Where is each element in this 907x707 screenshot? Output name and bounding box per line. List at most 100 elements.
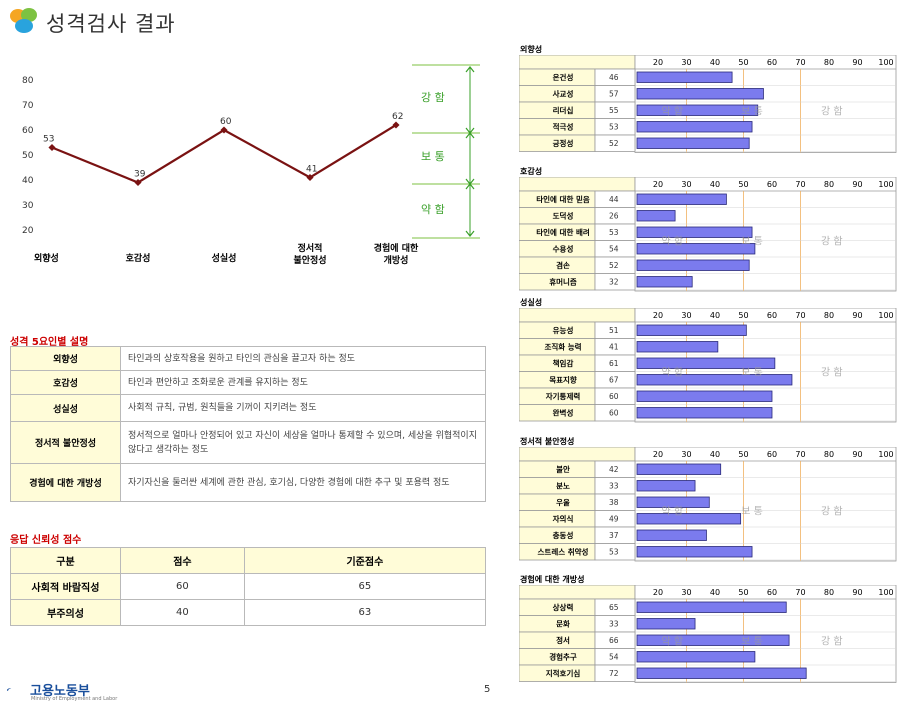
zone-arrowhead [465,66,475,73]
subscale-value: 53 [609,228,619,237]
subscale-value: 38 [609,498,619,507]
subscale-value: 54 [609,653,619,662]
subscale-bar [636,259,750,271]
subscale-bar-chart: 20 30 40 50 60 70 80 90 100 상상력 65 문화 33 정서 66 경험추구 54 지적… [519,585,897,683]
data-label: 60 [220,117,232,127]
factor-name: 호감성 [10,370,121,395]
subscale-bar [636,276,693,288]
scale-tick-label: 60 [767,588,777,597]
scale-tick-label: 20 [653,588,663,597]
factor-name: 정서적 불안정성 [10,421,121,464]
subscale-name: 지적호기심 [546,668,581,678]
scale-tick-label: 60 [767,450,777,459]
scale-tick-label: 90 [852,58,862,67]
subscale-bar [636,193,727,205]
subscale-value: 55 [609,106,619,115]
subscale-value: 42 [609,465,619,474]
factor-row: 성실성 사회적 규칙, 규범, 원칙들을 기꺼이 지키려는 정도 [10,394,486,422]
subscale-name: 책임감 [553,358,574,368]
subscale-name: 분노 [556,482,570,491]
subscale-bar [636,137,750,149]
scale-tick-label: 50 [738,58,748,67]
scale-tick-label: 70 [795,450,805,459]
subscale-value: 46 [609,73,619,82]
zone-arrowhead [465,230,475,237]
subscale-bar [636,529,707,541]
scale-tick-label: 50 [738,311,748,320]
scale-tick-label: 40 [710,180,720,189]
subscale-bar [636,71,733,83]
scale-tick-label: 100 [878,311,893,320]
scale-tick-label: 80 [824,311,834,320]
data-label: 39 [134,170,146,180]
zone-arrowhead [465,183,475,190]
subscale-name: 자의식 [553,514,574,524]
scale-tick-label: 40 [710,588,720,597]
subscale-value-cell [594,134,636,152]
subscale-bar [636,121,753,133]
zone-watermark-label: 약 함 [661,635,683,647]
column-header: 기준점수 [243,547,487,574]
factor-name: 외향성 [10,346,121,371]
factor-description: 사회적 규칙, 규범, 원칙들을 기꺼이 지키려는 정도 [120,394,486,422]
panel-title: 경험에 대한 개방성 [520,575,585,584]
scale-tick-label: 100 [878,588,893,597]
subscale-name: 상상력 [553,602,574,612]
subscale-bar [636,210,676,222]
subscale-bar [636,104,759,116]
zone-watermark-label: 강 함 [821,367,843,379]
panel-header-cell [519,177,636,192]
subscale-name: 긍정성 [553,138,574,148]
subscale-name: 겸손 [556,260,570,270]
y-tick-label: 20 [22,226,34,236]
zone-label: 약 함 [421,202,445,216]
subscale-bar [636,357,776,369]
subscale-bar [636,634,790,646]
subscale-value: 67 [609,376,619,385]
page-number: 5 [484,684,491,695]
scale-tick-label: 100 [878,450,893,459]
column-header: 점수 [120,547,245,574]
subscale-bar-chart: 20 30 40 50 60 70 80 90 100 불안 42 분노 33 우울 38 자의식 49 충동성 3… [519,447,897,562]
zone-watermark-label: 약 함 [661,367,683,379]
subscale-bar [636,667,807,679]
panel-title: 호감성 [520,167,543,176]
subscale-value: 26 [609,212,619,221]
scale-tick-label: 90 [852,311,862,320]
subscale-bar [636,480,696,492]
data-point [306,173,314,182]
subscale-bar-chart: 20 30 40 50 60 70 80 90 100 유능성 51 조직화 능력 41 책임감 61 목표지… [519,308,897,423]
data-label: 41 [306,165,317,175]
response-criterion: 63 [243,599,487,626]
zone-watermark-label: 약 함 [661,105,683,117]
scale-tick-label: 30 [681,58,691,67]
subscale-value: 33 [609,620,619,629]
subscale-value: 61 [609,359,619,368]
panel-chart-frame [634,55,897,153]
category-label: 경험에 대한 [374,242,419,254]
brand-logo-icon [10,8,37,33]
subscale-value: 72 [609,669,619,678]
subscale-value: 60 [609,409,619,418]
y-tick-label: 50 [22,151,34,161]
factor-section-title: 성격 5요인별 설명 [10,337,89,348]
zone-watermark-label: 강 함 [821,635,843,647]
data-label: 62 [392,112,403,122]
subscale-name: 경험추구 [549,652,577,662]
factor-row: 경험에 대한 개방성 자기자신을 둘러싼 세계에 관한 관심, 호기심, 다양한 … [10,463,486,502]
subscale-bar-chart: 20 30 40 50 60 70 80 90 100 온건성 46 사교성 57 리더십 55 적극성 53 긍… [519,55,897,153]
y-tick-label: 60 [22,126,34,136]
factor-row: 호감성 타인과 편안하고 조화로운 관계를 유지하는 정도 [10,370,486,395]
subscale-bar [636,601,787,613]
subscale-value: 37 [609,531,619,540]
factor-description: 자기자신을 둘러싼 세계에 관한 관심, 호기심, 다양한 경험에 대한 추구 … [120,463,486,502]
scale-tick-label: 50 [738,588,748,597]
scale-tick-label: 40 [710,58,720,67]
subscale-bar-chart: 20 30 40 50 60 70 80 90 100 타인에 대한 믿음 44 도덕성 26 타인에 대… [519,177,897,292]
scale-tick-label: 60 [767,180,777,189]
panel-header-cell [519,447,636,462]
panel-header-cell [519,585,636,600]
scale-tick-label: 80 [824,450,834,459]
subscale-value: 41 [609,343,619,352]
subscale-name: 적극성 [553,122,574,132]
